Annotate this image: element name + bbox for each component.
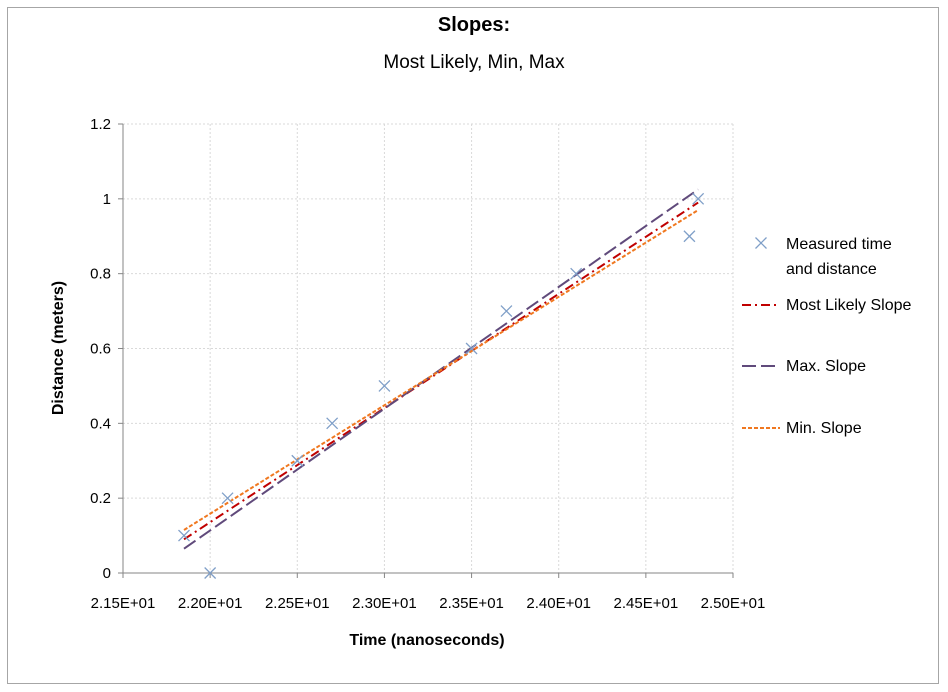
legend-marker <box>755 237 767 249</box>
x-tick-label: 2.45E+01 <box>614 595 679 612</box>
y-tick-label: 0.8 <box>90 266 111 283</box>
data-point <box>683 230 696 243</box>
y-tick-label: 1.2 <box>90 116 111 133</box>
data-point <box>178 529 190 542</box>
chart-frame <box>7 7 939 684</box>
x-tick-label: 2.20E+01 <box>178 595 243 612</box>
data-point <box>291 454 304 467</box>
x-tick-label: 2.15E+01 <box>91 595 156 612</box>
y-tick-label: 0 <box>103 565 111 582</box>
series <box>178 188 705 579</box>
x-tick-label: 2.50E+01 <box>701 595 766 612</box>
data-point <box>221 492 234 505</box>
legend-entry: Max. Slope <box>742 358 866 375</box>
legend-entry: Most Likely Slope <box>742 297 911 314</box>
tick-labels: 0 0.2 0.4 0.6 0.8 1 1.2 2.15E+01 2.20E+01 2.25E+0… <box>90 116 765 612</box>
x-axis-title: Time (nanoseconds) <box>349 632 504 649</box>
x-tick-label: 2.25E+01 <box>265 595 330 612</box>
legend-label: and distance <box>786 261 877 278</box>
legend-entry: Measured time and distance <box>755 236 892 278</box>
y-axis-title: Distance (meters) <box>50 281 67 415</box>
x-tick-label: 2.30E+01 <box>352 595 417 612</box>
series-line-min-slope <box>183 209 699 531</box>
legend: Measured time and distance Most Likely Slo… <box>742 236 911 437</box>
y-tick-label: 1 <box>103 191 111 208</box>
data-point <box>570 267 583 280</box>
data-point <box>465 342 478 355</box>
x-tick-label: 2.35E+01 <box>439 595 504 612</box>
chart-subtitle: Most Likely, Min, Max <box>383 52 565 73</box>
data-point <box>692 192 705 205</box>
data-point <box>204 567 217 579</box>
legend-label: Min. Slope <box>786 420 862 437</box>
legend-label: Measured time <box>786 236 892 253</box>
y-tick-label: 0.2 <box>90 490 111 507</box>
y-tick-label: 0.6 <box>90 341 111 358</box>
chart-title: Slopes: <box>438 14 510 36</box>
y-tick-label: 0.4 <box>90 415 111 432</box>
grid <box>123 123 734 573</box>
legend-label: Max. Slope <box>786 358 866 375</box>
legend-label: Most Likely Slope <box>786 297 911 314</box>
legend-entry: Min. Slope <box>742 420 862 437</box>
data-point <box>500 305 513 318</box>
data-point <box>326 417 339 430</box>
x-tick-label: 2.40E+01 <box>526 595 591 612</box>
data-point <box>378 379 391 392</box>
